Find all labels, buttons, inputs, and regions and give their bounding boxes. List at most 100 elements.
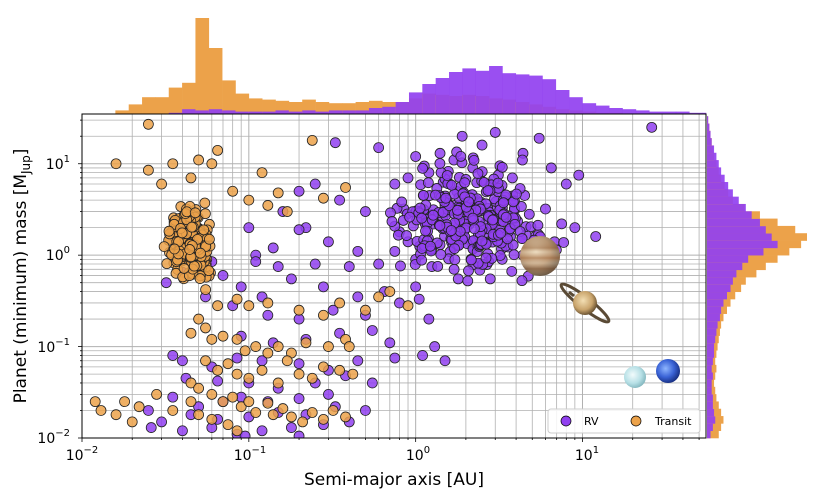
point-rv — [167, 391, 179, 403]
point-rv — [293, 224, 305, 236]
hist-right-bar-rv — [707, 291, 727, 300]
point-rv — [410, 151, 422, 162]
point-transit — [142, 118, 154, 130]
point-rv — [430, 189, 441, 201]
point-rv — [569, 222, 581, 234]
hist-top-bar-rv — [649, 111, 663, 114]
hist-right-bar-rv — [707, 357, 713, 366]
top-histogram — [115, 18, 707, 114]
point-rv — [243, 222, 255, 234]
point-transit — [334, 364, 345, 376]
x-tick-labels: 10−2 10−1 100 101 — [66, 445, 599, 464]
planet-images — [520, 236, 680, 388]
point-rv — [286, 273, 297, 285]
hist-right-bar-rv — [707, 364, 712, 373]
point-rv — [463, 196, 475, 208]
point-rv — [366, 377, 378, 389]
point-transit — [347, 368, 359, 380]
hist-top-bar-transit — [262, 99, 276, 114]
hist-right-bar-rv — [707, 284, 731, 293]
hist-right-bar-rv — [707, 130, 711, 139]
hist-top-bar-rv — [569, 97, 583, 114]
point-rv — [434, 220, 446, 232]
point-transit — [243, 300, 255, 312]
point-rv — [432, 260, 444, 272]
point-rv — [590, 231, 602, 242]
hist-right-bar-rv — [707, 182, 729, 190]
point-rv — [465, 254, 477, 266]
point-rv — [455, 151, 467, 162]
hist-top-bar-rv — [675, 111, 690, 114]
hist-right-bar-rv — [707, 233, 772, 241]
point-rv — [404, 211, 416, 223]
point-rv — [256, 425, 268, 437]
point-transit — [217, 330, 229, 342]
point-transit — [156, 178, 167, 190]
hist-top-bar-rv — [435, 78, 450, 114]
hist-top-bar-rv — [662, 111, 677, 114]
point-transit — [133, 401, 145, 413]
hist-top-bar-rv — [462, 68, 477, 114]
hist-top-bar-rv — [395, 102, 410, 114]
point-transit — [178, 263, 190, 274]
point-rv — [459, 177, 471, 189]
point-transit — [195, 247, 206, 259]
hist-right-bar-rv — [707, 408, 715, 417]
hist-right-bar-rv — [707, 196, 739, 205]
point-rv — [506, 265, 518, 277]
hist-right-bar-rv — [707, 299, 724, 307]
hist-right-bar-rv — [707, 320, 718, 329]
hist-top-bar-rv — [288, 111, 303, 114]
point-transit — [212, 300, 224, 312]
point-transit — [256, 364, 268, 376]
hist-right-bar-transit — [707, 430, 719, 439]
hist-right-bar-rv — [707, 240, 778, 249]
uranus-image — [624, 366, 646, 388]
point-rv — [492, 177, 504, 189]
point-transit — [158, 241, 170, 253]
right-histogram — [707, 116, 807, 439]
point-transit — [167, 158, 179, 170]
x-tick-label: 10−1 — [234, 445, 267, 464]
point-transit — [318, 361, 329, 373]
hist-top-bar-rv — [248, 111, 263, 114]
point-rv — [413, 293, 425, 305]
hist-top-bar-rv — [529, 75, 543, 114]
point-transit — [189, 207, 201, 219]
y-tick-label: 10−2 — [37, 428, 70, 447]
point-rv — [429, 341, 441, 352]
hist-right-bar-rv — [707, 313, 720, 322]
point-rv — [516, 275, 528, 287]
point-rv — [212, 375, 224, 387]
point-transit — [193, 409, 205, 421]
point-transit — [193, 313, 205, 325]
hist-right-bar-rv — [707, 145, 715, 154]
point-rv — [323, 388, 334, 400]
point-rv — [496, 161, 508, 173]
hist-top-bar-rv — [182, 109, 196, 114]
point-rv — [414, 202, 426, 214]
point-rv — [449, 243, 460, 255]
jupiter-image — [520, 236, 560, 276]
point-rv — [329, 137, 341, 149]
hist-top-bar-rv — [275, 110, 290, 114]
point-rv — [484, 273, 496, 285]
point-transit — [306, 407, 318, 418]
point-transit — [272, 377, 284, 389]
hist-top-bar-transit — [195, 18, 210, 114]
point-transit — [272, 187, 284, 199]
point-transit — [119, 396, 130, 408]
point-transit — [323, 341, 334, 352]
point-transit — [169, 243, 180, 255]
hist-top-bar-transit — [235, 93, 250, 114]
hist-right-bar-transit — [707, 423, 722, 431]
point-transit — [167, 405, 179, 416]
point-rv — [476, 139, 488, 151]
hist-top-bar-rv — [342, 110, 356, 114]
point-transit — [360, 304, 371, 316]
hist-top-bar-rv — [422, 84, 436, 114]
point-rv — [293, 358, 305, 370]
hist-right-bar-rv — [707, 328, 717, 336]
point-transit — [200, 284, 212, 295]
point-rv — [235, 281, 247, 293]
